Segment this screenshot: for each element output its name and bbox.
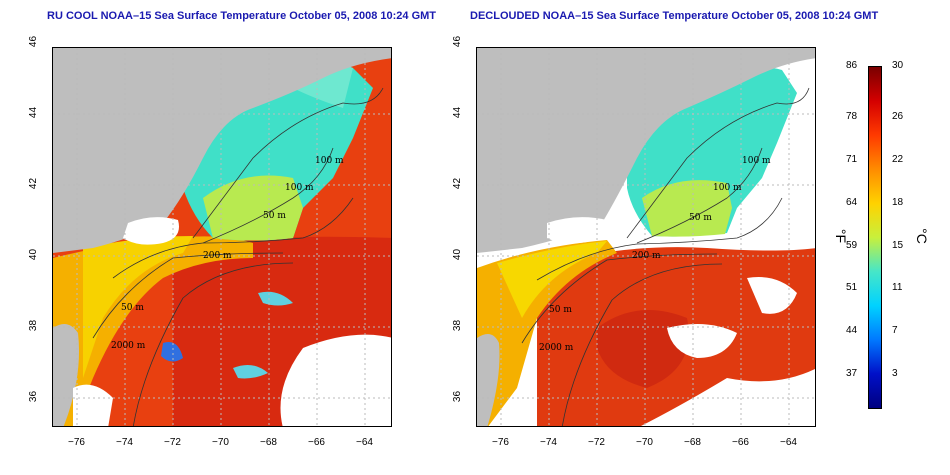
fahrenheit-tick-label: 37	[846, 368, 858, 380]
x-tick-label: −64	[780, 437, 797, 448]
x-tick-label: −72	[164, 437, 181, 448]
fahrenheit-tick-label: 71	[846, 153, 858, 165]
contour-label: 100 m	[742, 156, 771, 166]
y-tick-label: 46	[452, 35, 464, 48]
y-tick-label: 40	[452, 248, 464, 261]
x-tick-label: −64	[356, 437, 373, 448]
contour-label: 100 m	[285, 183, 314, 193]
y-tick-label: 42	[452, 177, 464, 190]
celsius-tick-label: 26	[892, 110, 904, 122]
contour-label: 50 m	[549, 305, 572, 315]
y-tick-label: 40	[28, 248, 40, 261]
x-tick-label: −66	[732, 437, 749, 448]
fahrenheit-tick-label: 86	[846, 60, 858, 71]
contour-label: 200 m	[203, 251, 232, 261]
sst-map-declouded-graphic: 100 m 100 m 50 m 200 m 50 m 2000 m	[477, 48, 815, 426]
x-tick-label: −66	[308, 437, 325, 448]
x-tick-label: −70	[212, 437, 229, 448]
y-tick-label: 44	[28, 106, 40, 119]
fahrenheit-unit-label: °F	[833, 228, 850, 244]
celsius-tick-label: 11	[892, 282, 903, 294]
contour-label: 2000 m	[539, 343, 574, 353]
contour-label: 100 m	[315, 156, 344, 166]
right-panel-title: DECLOUDED NOAA–15 Sea Surface Temperatur…	[470, 10, 879, 22]
contour-label: 100 m	[713, 183, 742, 193]
contour-label: 50 m	[121, 303, 144, 313]
x-tick-label: −74	[540, 437, 557, 448]
y-tick-label: 42	[28, 177, 40, 190]
celsius-tick-label: 15	[892, 239, 904, 251]
x-tick-label: −76	[492, 437, 509, 448]
celsius-tick-label: 18	[892, 196, 904, 208]
celsius-unit-label: °C	[913, 228, 930, 244]
x-tick-label: −76	[68, 437, 85, 448]
celsius-tick-label: 3	[892, 368, 898, 380]
fahrenheit-tick-label: 51	[846, 282, 858, 294]
celsius-tick-label: 7	[892, 325, 898, 337]
y-tick-label: 38	[28, 319, 40, 332]
x-tick-label: −74	[116, 437, 133, 448]
fahrenheit-tick-label: 59	[846, 239, 858, 251]
y-tick-label: 46	[28, 35, 40, 48]
fahrenheit-tick-label: 78	[846, 110, 858, 122]
sst-map-raw: 100 m 100 m 50 m 200 m 50 m 2000 m	[52, 47, 392, 427]
sst-map-raw-graphic: 100 m 100 m 50 m 200 m 50 m 2000 m	[53, 48, 391, 426]
celsius-tick-label: 30	[892, 60, 904, 71]
x-tick-label: −68	[260, 437, 277, 448]
left-panel-title: RU COOL NOAA–15 Sea Surface Temperature …	[47, 10, 437, 22]
y-tick-label: 44	[452, 106, 464, 119]
fahrenheit-tick-label: 64	[846, 196, 858, 208]
sst-map-declouded: 100 m 100 m 50 m 200 m 50 m 2000 m	[476, 47, 816, 427]
contour-label: 50 m	[263, 211, 286, 221]
x-tick-label: −70	[636, 437, 653, 448]
y-tick-label: 38	[452, 319, 464, 332]
contour-label: 200 m	[632, 251, 661, 261]
y-tick-label: 36	[452, 390, 464, 403]
x-tick-label: −68	[684, 437, 701, 448]
fahrenheit-tick-label: 44	[846, 325, 858, 337]
x-tick-label: −72	[588, 437, 605, 448]
celsius-tick-label: 22	[892, 153, 904, 165]
temperature-colorbar	[868, 66, 882, 409]
contour-label: 2000 m	[111, 341, 146, 351]
y-tick-label: 36	[28, 390, 40, 403]
contour-label: 50 m	[689, 213, 712, 223]
